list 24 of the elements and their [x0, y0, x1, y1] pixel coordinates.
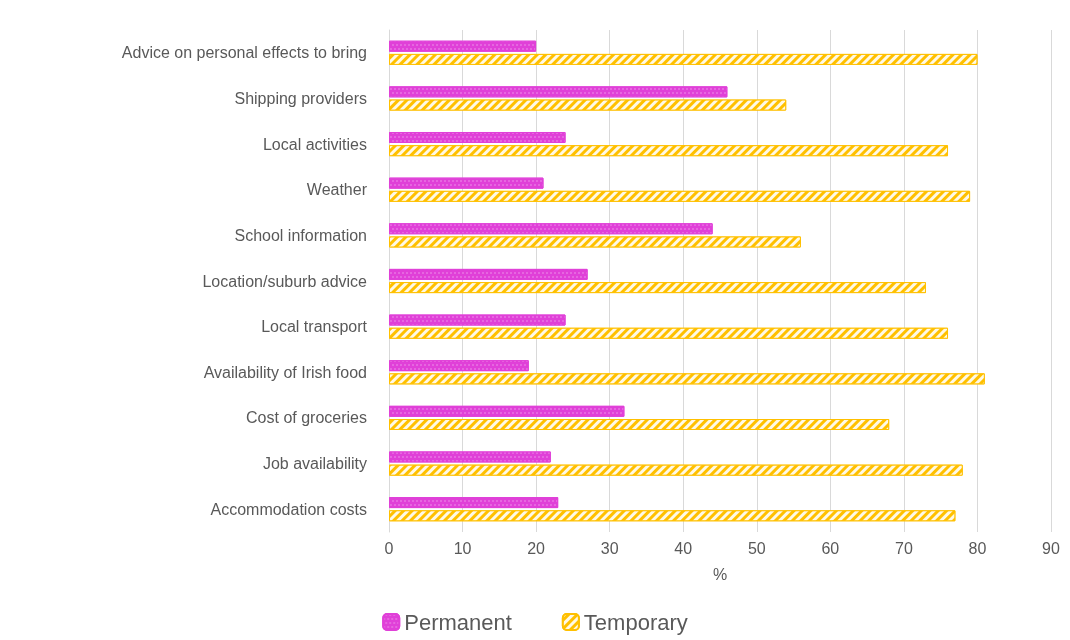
x-tick-label: 60 [821, 539, 840, 557]
y-tick-label: Advice on personal effects to bring [121, 44, 367, 62]
x-tick-label: 50 [747, 539, 766, 557]
y-tick-label: Accommodation costs [210, 500, 367, 518]
x-tick-label: 20 [527, 539, 546, 557]
y-tick-label: Availability of Irish food [203, 363, 367, 381]
x-axis-title: % [712, 565, 728, 583]
x-tick-label: 40 [674, 539, 693, 557]
x-tick-label: 30 [600, 539, 619, 557]
legend-label: Permanent [404, 609, 512, 635]
y-tick-label: Job availability [262, 455, 367, 473]
y-tick-label: Local transport [261, 318, 368, 336]
y-tick-label: School information [234, 226, 367, 244]
y-tick-label: Cost of groceries [246, 409, 367, 427]
x-tick-label: 80 [968, 539, 987, 557]
x-tick-label: 90 [1042, 539, 1060, 557]
legend-label: Temporary [583, 609, 688, 635]
x-tick-label: 10 [453, 539, 472, 557]
y-tick-label: Weather [306, 181, 368, 199]
y-tick-label: Local activities [262, 135, 367, 153]
y-tick-label: Shipping providers [234, 89, 367, 107]
x-tick-label: 0 [384, 539, 394, 557]
x-tick-label: 70 [894, 539, 913, 557]
y-tick-label: Location/suburb advice [202, 272, 368, 290]
